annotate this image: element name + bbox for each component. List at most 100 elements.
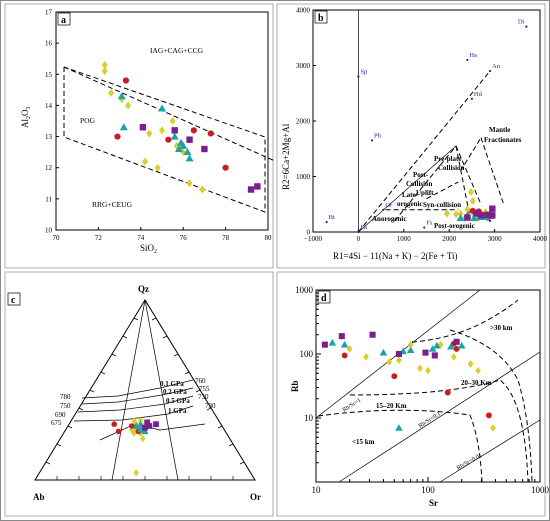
panel-a-point-cyan [170, 132, 179, 140]
panel-c: c Qz Ab Or 0.1 GPa 0.2 GPa 0.5 GPa 1 GPa… [4, 271, 274, 517]
panel-b-line-late [394, 145, 457, 222]
panel-c-point-red [115, 428, 122, 435]
panel-c-t755: 755 [199, 385, 210, 393]
panel-b-mineral-dot [488, 219, 492, 222]
panel-a-ylabel-s2: 3 [26, 107, 32, 110]
panel-d-point-yellow [396, 356, 402, 365]
panel-b-mineral-dot [357, 75, 360, 78]
panel-a-xtick-label: 76 [180, 234, 188, 242]
panel-d-ytick-label: 100 [300, 349, 314, 359]
panel-d-point-red [391, 373, 398, 380]
panel-b: b −1000 0 1000 2000 3000 40000100020003000400… [276, 3, 548, 269]
panel-d-point-yellow [475, 366, 481, 375]
panel-a-point-yellow [159, 126, 165, 135]
panel-c-edge-tick [78, 407, 84, 411]
panel-b-field-post-collision: Collision [406, 180, 433, 188]
panel-a-point-red [122, 77, 130, 84]
panel-b-point-yellow [453, 210, 460, 219]
panel-a-point-purple [201, 145, 208, 153]
panel-b-line-syn [455, 145, 482, 205]
panel-b-point-purple [489, 205, 496, 212]
panel-b-field-lines [358, 10, 505, 233]
panel-d-point-yellow [417, 364, 423, 372]
panel-d-point-cyan [457, 341, 466, 349]
panel-d-point-yellow [450, 353, 457, 361]
panel-c-edge-tick [133, 317, 139, 321]
panel-a-point-yellow [154, 163, 161, 172]
panel-a-point-cyan [158, 104, 166, 112]
panel-b-frame [276, 3, 546, 269]
panel-a-point-yellow [186, 179, 193, 188]
panel-b-line-preplate [460, 137, 482, 172]
panel-b-mineral-dot [423, 226, 426, 229]
panel-c-point-yellow [137, 429, 144, 437]
panel-d-point-purple [422, 349, 429, 356]
panel-d-field-30: >30 km [490, 324, 513, 332]
panel-b-field-collision: Collision [438, 164, 465, 172]
panel-c-point-cyan [141, 427, 149, 435]
panel-d-xtick-label: 10 [312, 485, 322, 495]
panel-d-point-purple [369, 331, 376, 338]
panel-c-point-yellow [140, 435, 146, 443]
panel-c-point-red [128, 423, 135, 429]
panel-b-xtick-label: 1000 [397, 235, 412, 243]
panel-a-point-yellow [199, 185, 206, 194]
panel-c-edge-tick [45, 461, 51, 465]
panel-c-edge-tick [184, 371, 190, 375]
panel-b-line-main [358, 145, 457, 233]
panel-a-point-cyan [185, 154, 194, 162]
panel-c-t675: 675 [51, 419, 62, 427]
panel-a-point-yellow [146, 129, 153, 138]
panel-b-point-yellow [469, 196, 476, 205]
panel-a-field-iag: IAG+CAG+CCG [150, 46, 204, 55]
panel-a-point-purple [254, 183, 261, 190]
panel-c-line-1 [73, 405, 194, 422]
panel-b-letter: b [318, 13, 324, 24]
panel-c-point-cyan [132, 422, 140, 429]
panel-b-field-uplift: Uplift [416, 189, 434, 197]
panel-d-curve-15 [317, 409, 483, 483]
panel-d-point-purple [453, 338, 460, 345]
panel-b-point-purple [473, 209, 480, 217]
panel-b-point-purple [464, 214, 471, 221]
panel-a-ylabel-b: O [20, 109, 30, 116]
panel-b-mineral-dot [470, 97, 473, 100]
panel-d-field-2030: 20–30 Km [461, 379, 492, 387]
panel-c-letter-box [7, 292, 21, 306]
panel-a-point-yellow [101, 67, 108, 76]
panel-c-point-purple [153, 421, 159, 428]
panel-d-point-yellow [363, 353, 369, 361]
panel-a-ticks: 70 72 74 76 78 80 10 11 12 13 14 15 16 17 [45, 9, 272, 243]
panel-a-ytick-label: 10 [45, 227, 53, 235]
panel-d-point-red [485, 412, 492, 419]
panel-a-point-purple [171, 127, 178, 134]
panel-b-mineral-dot [382, 208, 385, 211]
panel-c-edge-tick [239, 461, 245, 465]
panel-a-ytick-label: 13 [45, 133, 53, 141]
panel-c-t760: 760 [195, 377, 206, 385]
panel-b-line-uplift [426, 181, 459, 200]
panel-a-point-red [165, 136, 172, 143]
panel-c-edge-tick [162, 335, 168, 339]
panel-b-mineral-label: Ph [374, 132, 382, 139]
panel-d-point-yellow [386, 358, 393, 366]
panel-a-point-yellow [101, 60, 108, 69]
panel-c-edge-tick [217, 425, 223, 429]
panel-d-point-cyan [328, 338, 337, 346]
panel-c-join-left [111, 299, 146, 481]
panel-d-point-cyan [395, 424, 403, 431]
panel-b-mineral-label: Ha [469, 52, 477, 59]
panel-a-point-purple [139, 124, 147, 131]
panel-c-point-purple [142, 424, 148, 431]
panel-c-point-yellow [131, 417, 137, 425]
panel-d-point-red [341, 352, 348, 359]
panel-d-xlabel: Sr [429, 498, 438, 508]
panel-d-lines [315, 289, 541, 483]
panel-b-line-mantle [480, 137, 505, 205]
panel-c-point-yellow [131, 429, 137, 437]
panel-b-mineral-label: Di [518, 19, 525, 26]
panel-c-p01: 0.1 GPa [160, 380, 184, 388]
panel-a-ylabel-a: Al [20, 119, 30, 128]
panel-c-line-05 [77, 395, 194, 413]
panel-a-ylabel: Al2O3 [20, 107, 32, 129]
